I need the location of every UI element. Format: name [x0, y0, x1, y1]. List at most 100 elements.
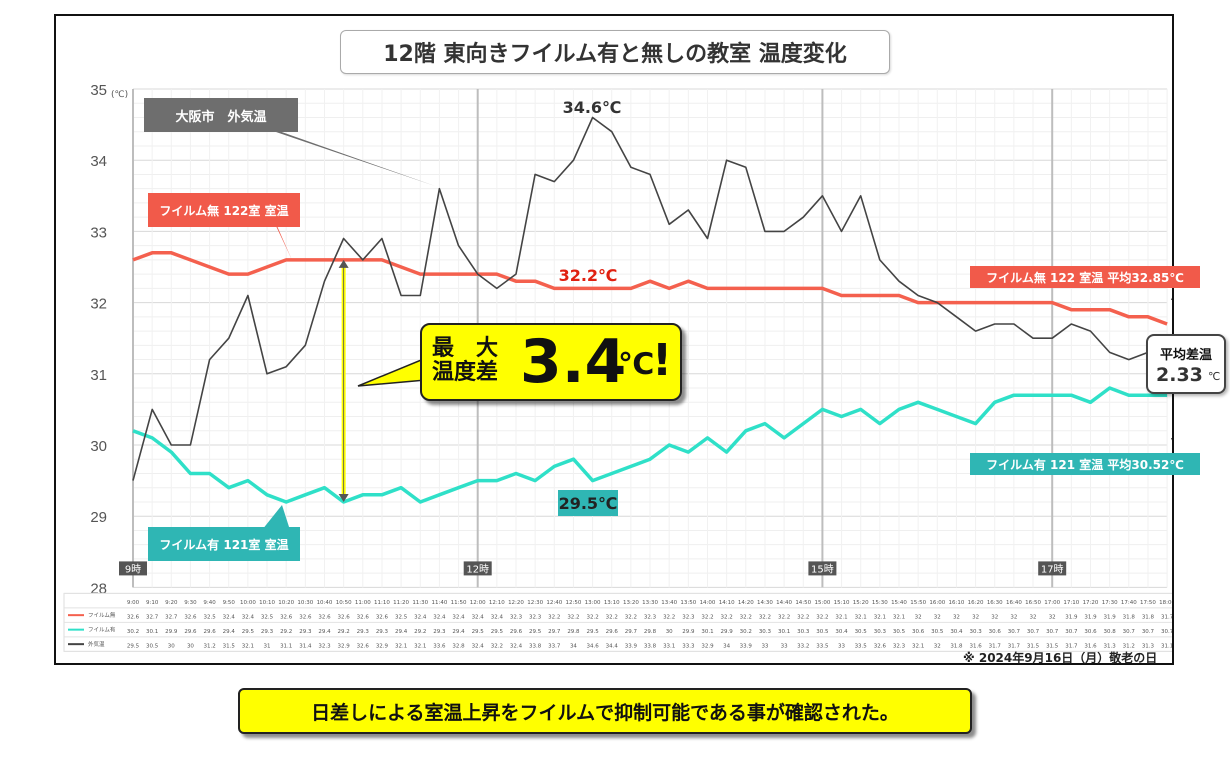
table-cell: 32.2 [567, 614, 579, 620]
table-cell: 30.7 [1142, 629, 1155, 635]
table-cell: 32.1 [242, 643, 254, 649]
table-time: 17:50 [1140, 600, 1156, 606]
table-cell: 32.3 [318, 643, 331, 649]
table-cell: 29.4 [452, 629, 465, 635]
table-cell: 30.3 [969, 629, 982, 635]
table-cell: 31.9 [1065, 614, 1078, 620]
table-cell: 32.8 [452, 643, 465, 649]
table-cell: 32.2 [625, 614, 637, 620]
table-cell: 31.5 [223, 643, 236, 649]
table-cell: 31.8 [950, 643, 963, 649]
table-cell: 30.6 [1084, 629, 1097, 635]
table-cell: 32.6 [299, 614, 312, 620]
table-cell: 34 [570, 643, 577, 649]
table-time: 12:10 [489, 600, 505, 606]
table-time: 13:20 [623, 600, 639, 606]
series-line-2 [132, 116, 1168, 481]
table-cell: 33.3 [682, 643, 695, 649]
table-time: 13:30 [642, 600, 658, 606]
table-cell: 30 [666, 629, 673, 635]
table-cell: 30.4 [950, 629, 963, 635]
hour-label-bg [1038, 561, 1067, 576]
table-cell: 29.4 [223, 629, 236, 635]
table-cell: 32.5 [203, 614, 216, 620]
table-cell: 30.7 [1046, 629, 1059, 635]
table-cell: 32.3 [644, 614, 657, 620]
table-time: 11:50 [451, 600, 467, 606]
table-cell: 32.2 [606, 614, 618, 620]
y-tick-label: 29 [90, 509, 107, 526]
table-cell: 29.5 [472, 629, 485, 635]
table-cell: 32.4 [510, 643, 523, 649]
avg-diff-title: 平均差温 [1159, 348, 1212, 363]
peak-outside-label: 34.6℃ [563, 98, 622, 117]
table-time: 16:50 [1025, 600, 1041, 606]
table-time: 17:10 [1063, 600, 1079, 606]
table-time: 15:30 [872, 600, 888, 606]
table-cell: 34 [723, 643, 730, 649]
table-cell: 32.6 [874, 643, 887, 649]
table-cell: 31.2 [203, 643, 215, 649]
table-cell: 32.1 [893, 614, 905, 620]
table-cell: 32.2 [491, 643, 503, 649]
table-cell: 32.6 [376, 614, 389, 620]
table-cell: 33.1 [663, 643, 675, 649]
table-cell: 33.9 [740, 643, 753, 649]
table-time: 11:00 [355, 600, 371, 606]
table-cell: 33.8 [529, 643, 542, 649]
table-cell: 32.1 [835, 614, 847, 620]
avg-no-film-label: フイルム無 122 室温 平均32.85℃ [970, 266, 1200, 288]
table-cell: 32.2 [740, 614, 752, 620]
table-cell: 31.3 [1104, 643, 1117, 649]
avg-diff-box: 平均差温 2.33 ℃ [1146, 334, 1226, 394]
table-cell: 29.7 [625, 629, 638, 635]
table-cell: 32.2 [778, 614, 790, 620]
table-cell: 29.6 [510, 629, 523, 635]
max-diff-arrow-head-top [338, 259, 349, 268]
table-cell: 32.5 [261, 614, 274, 620]
table-cell: 32.3 [893, 643, 906, 649]
table-cell: 32.2 [663, 614, 675, 620]
table-cell: 30.5 [146, 643, 159, 649]
y-axis-unit: (℃) [111, 90, 128, 100]
max-diff-callout: 最 大 温度差 3.4 ℃ ! [420, 323, 682, 401]
table-time: 14:50 [795, 600, 811, 606]
table-cell: 32.5 [395, 614, 408, 620]
hour-label: 17時 [1041, 563, 1064, 575]
table-cell: 31.4 [299, 643, 312, 649]
table-cell: 29.5 [127, 643, 140, 649]
y-tick-label: 34 [90, 153, 107, 170]
table-cell: 29.3 [357, 629, 370, 635]
table-cell: 32.1 [874, 614, 886, 620]
table-cell: 32.4 [242, 614, 255, 620]
table-time: 16:00 [929, 600, 945, 606]
table-time: 10:30 [297, 600, 313, 606]
table-cell: 30.2 [740, 629, 752, 635]
table-cell: 29.5 [242, 629, 255, 635]
table-cell: 30.6 [989, 629, 1002, 635]
conclusion-banner: 日差しによる室温上昇をフイルムで抑制可能である事が確認された。 [238, 688, 972, 734]
table-time: 13:00 [585, 600, 601, 606]
y-tick-label: 33 [90, 224, 107, 241]
table-cell: 30.5 [893, 629, 906, 635]
table-cell: 29.5 [491, 629, 504, 635]
table-cell: 32.1 [395, 643, 407, 649]
table-time: 12:30 [527, 600, 543, 606]
y-tick-label: 32 [90, 296, 107, 313]
max-diff-line1: 最 大 [432, 336, 499, 361]
table-series-name: フイルム有 [88, 626, 116, 634]
table-cell: 32.1 [414, 643, 426, 649]
table-cell: 32.6 [280, 614, 293, 620]
table-cell: 31.6 [1084, 643, 1097, 649]
table-time: 10:10 [259, 600, 275, 606]
table-cell: 32.2 [721, 614, 733, 620]
table-cell: 30.4 [835, 629, 848, 635]
table-cell: 32.4 [223, 614, 236, 620]
outside-temp-label: 大阪市 外気温 [144, 98, 298, 132]
table-time: 15:20 [853, 600, 869, 606]
table-cell: 32.6 [338, 614, 351, 620]
table-cell: 29.8 [567, 629, 580, 635]
table-series-name: 外気温 [88, 640, 105, 648]
table-cell: 32.9 [701, 643, 714, 649]
table-cell: 29.6 [184, 629, 197, 635]
